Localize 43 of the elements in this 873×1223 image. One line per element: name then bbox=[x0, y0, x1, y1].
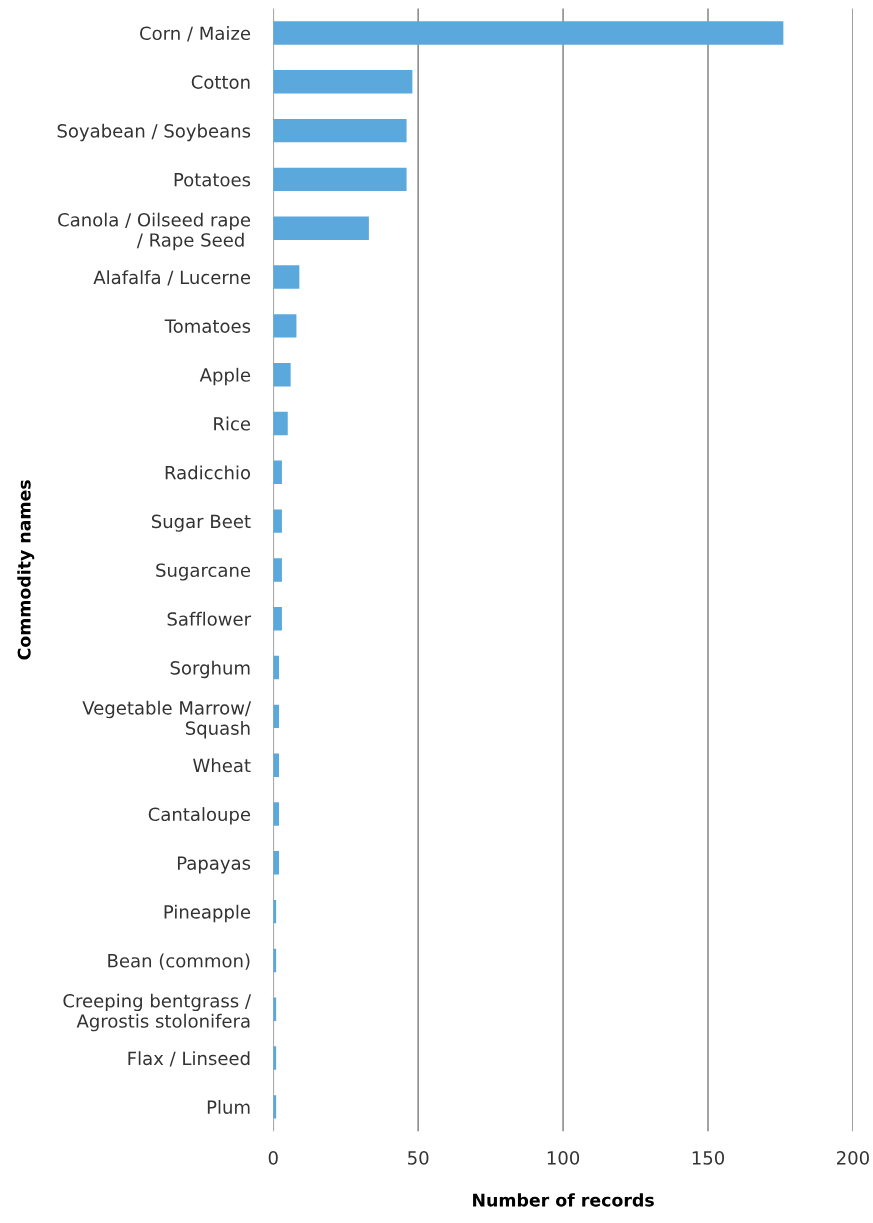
bar bbox=[273, 216, 369, 240]
y-tick-label: Canola / Oilseed rape / Rape Seed bbox=[58, 212, 251, 251]
y-tick-label: Pineapple bbox=[164, 904, 251, 923]
bar bbox=[273, 265, 300, 289]
bar bbox=[273, 118, 407, 143]
y-tick-label: Cantaloupe bbox=[148, 807, 251, 825]
y-tick-label: Sugar Beet bbox=[151, 514, 251, 532]
bar bbox=[273, 607, 282, 631]
y-tick-label: Rice bbox=[214, 416, 251, 431]
x-tick-label: 0 bbox=[268, 1151, 278, 1165]
y-tick-label: Creeping bentgrass / Agrostis stolonifera bbox=[63, 993, 252, 1032]
bar bbox=[273, 558, 282, 582]
y-tick-label: Soyabean / Soybeans bbox=[57, 123, 251, 142]
y-tick-label: Cotton bbox=[191, 75, 250, 89]
y-tick-label: Tomatoes bbox=[164, 319, 251, 333]
x-tick-label: 50 bbox=[408, 1151, 429, 1165]
bar bbox=[273, 314, 297, 338]
y-tick-label: Corn / Maize bbox=[140, 26, 251, 42]
bar bbox=[273, 460, 282, 485]
y-tick-label: Sugarcane bbox=[156, 563, 251, 581]
x-tick-label: 100 bbox=[547, 1151, 580, 1165]
bar bbox=[273, 411, 288, 436]
y-tick-label: Sorghum bbox=[170, 660, 250, 679]
x-tick-label: 150 bbox=[692, 1151, 725, 1165]
bar bbox=[273, 362, 291, 387]
y-tick-label: Wheat bbox=[193, 758, 251, 773]
y-tick-label: Vegetable Marrow/ Squash bbox=[82, 700, 252, 739]
y-tick-label: Flax / Linseed bbox=[128, 1051, 250, 1067]
x-tick-label: 200 bbox=[837, 1151, 869, 1165]
bar bbox=[273, 70, 413, 94]
y-axis-title: Commodity names bbox=[17, 480, 35, 660]
bar bbox=[273, 167, 407, 192]
bar bbox=[273, 21, 784, 45]
x-axis-title: Number of records bbox=[473, 1193, 654, 1207]
y-tick-label: Potatoes bbox=[174, 173, 251, 187]
y-tick-label: Alafalfa / Lucerne bbox=[93, 270, 251, 286]
y-tick-label: Radicchio bbox=[165, 465, 251, 480]
y-tick-label: Safflower bbox=[167, 611, 252, 626]
y-tick-label: Apple bbox=[199, 367, 251, 386]
y-tick-label: Papayas bbox=[177, 856, 251, 874]
y-tick-label: Bean (common) bbox=[108, 953, 250, 970]
y-tick-label: Plum bbox=[207, 1100, 250, 1114]
bar bbox=[273, 509, 282, 533]
